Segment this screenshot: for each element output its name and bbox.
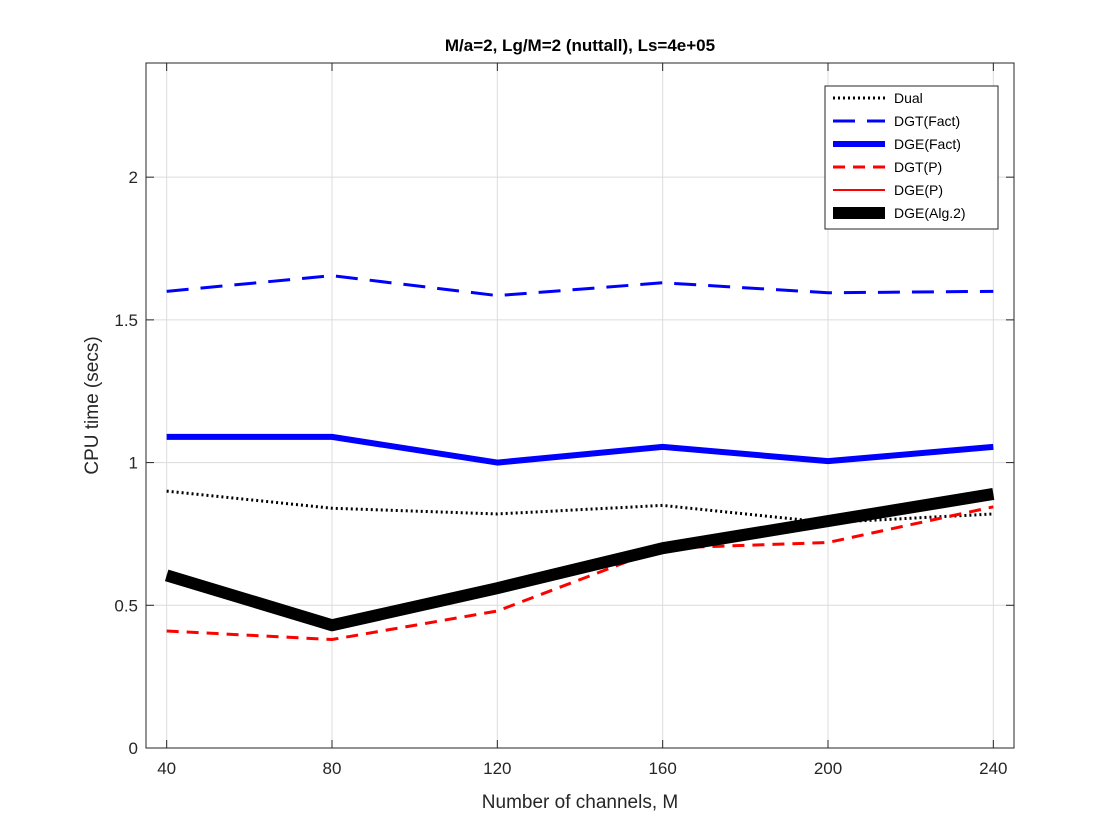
y-tick-label: 0 bbox=[129, 739, 138, 758]
x-tick-label: 240 bbox=[979, 759, 1007, 778]
legend-box bbox=[824, 85, 999, 230]
axis-ticks: 40 80 120 160 200 240 0 0.5 1 1.5 2 bbox=[114, 63, 1014, 778]
y-tick-label: 1 bbox=[129, 454, 138, 473]
legend-label: Dual bbox=[894, 90, 923, 106]
x-tick-label: 200 bbox=[814, 759, 842, 778]
y-tick-label: 1.5 bbox=[114, 311, 138, 330]
legend-label: DGE(Alg.2) bbox=[894, 205, 966, 221]
series-line-dge-alg-2 bbox=[164, 488, 995, 632]
x-tick-label: 40 bbox=[157, 759, 176, 778]
legend-label: DGT(Fact) bbox=[894, 113, 960, 129]
series-line-dge-fact bbox=[166, 433, 994, 466]
series-line-dgt-p bbox=[166, 505, 994, 642]
legend-label: DGE(Fact) bbox=[894, 136, 961, 152]
x-tick-label: 80 bbox=[323, 759, 342, 778]
legend-label: DGE(P) bbox=[894, 182, 943, 198]
y-tick-label: 2 bbox=[129, 168, 138, 187]
chart-title: M/a=2, Lg/M=2 (nuttall), Ls=4e+05 bbox=[445, 36, 715, 55]
x-tick-label: 160 bbox=[648, 759, 676, 778]
series-line-dgt-fact bbox=[166, 274, 994, 298]
y-axis-title: CPU time (secs) bbox=[82, 336, 103, 474]
x-tick-label: 120 bbox=[483, 759, 511, 778]
legend-label: DGT(P) bbox=[894, 159, 942, 175]
y-tick-label: 0.5 bbox=[114, 596, 138, 615]
plot-frame bbox=[145, 62, 1015, 749]
series-lines bbox=[164, 274, 995, 642]
legend: Dual DGT(Fact) DGE(Fact) DGT(P) DGE(P) DGE(Al… bbox=[824, 85, 999, 230]
x-axis-title: Number of channels, M bbox=[482, 792, 678, 813]
